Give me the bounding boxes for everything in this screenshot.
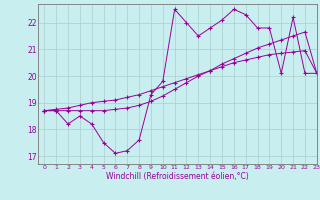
X-axis label: Windchill (Refroidissement éolien,°C): Windchill (Refroidissement éolien,°C) [106, 172, 249, 181]
